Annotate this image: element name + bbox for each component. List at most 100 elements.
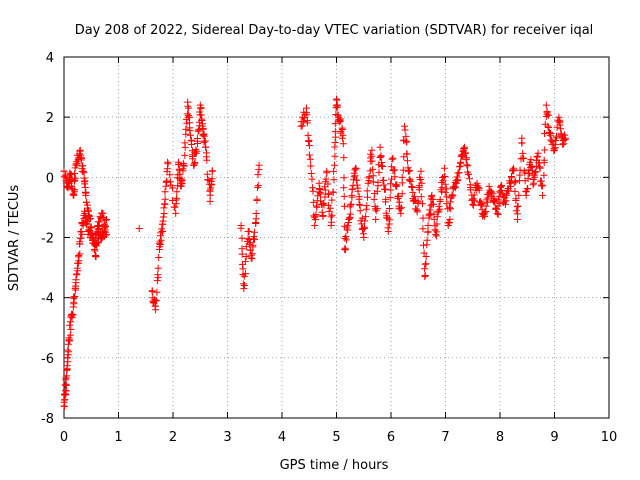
data-point: [470, 201, 477, 209]
data-point: [480, 211, 488, 219]
data-point: [370, 195, 378, 203]
data-point: [64, 348, 72, 356]
data-point: [403, 150, 411, 158]
data-point: [72, 174, 80, 182]
data-point: [478, 200, 486, 208]
data-point: [182, 125, 190, 133]
data-point: [422, 253, 430, 260]
data-point: [340, 202, 348, 210]
data-point: [247, 254, 255, 262]
data-point: [323, 169, 331, 177]
x-tick-label: 1: [114, 430, 122, 445]
data-point: [419, 225, 427, 233]
data-point: [539, 182, 547, 190]
data-point: [485, 182, 493, 190]
data-point: [305, 138, 313, 145]
data-point: [391, 166, 399, 174]
data-point: [327, 213, 335, 221]
data-point: [76, 150, 83, 158]
data-point: [369, 165, 377, 173]
data-point: [181, 139, 189, 147]
data-point: [307, 162, 315, 170]
data-point: [197, 111, 205, 119]
data-point: [511, 187, 519, 195]
data-point: [175, 161, 183, 169]
data-point: [99, 229, 107, 237]
data-point: [386, 216, 394, 224]
data-point: [198, 115, 206, 123]
data-point: [206, 197, 214, 205]
data-point: [156, 241, 164, 248]
data-point: [364, 193, 371, 201]
data-point: [198, 120, 206, 128]
data-point: [402, 137, 410, 145]
data-point: [555, 113, 563, 121]
data-point: [541, 146, 549, 154]
data-point: [433, 228, 441, 236]
data-point: [155, 254, 163, 261]
data-point: [66, 321, 74, 329]
data-point: [152, 306, 160, 314]
data-point: [339, 140, 347, 148]
data-point: [79, 162, 87, 170]
data-point: [530, 179, 538, 187]
data-point: [433, 220, 441, 228]
chart-title: Day 208 of 2022, Sidereal Day-to-day VTE…: [75, 23, 594, 38]
data-point: [254, 183, 261, 191]
data-point: [446, 215, 454, 223]
data-point: [376, 143, 384, 151]
data-point: [524, 185, 532, 193]
data-point: [505, 187, 513, 195]
data-point: [403, 138, 411, 146]
data-point: [421, 265, 429, 273]
data-point: [253, 195, 261, 203]
data-point: [90, 246, 98, 253]
data-point: [196, 108, 204, 116]
data-point: [308, 175, 316, 183]
data-point: [396, 198, 404, 206]
data-point: [436, 196, 444, 204]
data-point: [326, 204, 334, 212]
data-point: [242, 270, 249, 278]
data-point: [331, 161, 338, 169]
data-point: [340, 184, 348, 192]
data-point: [81, 177, 89, 185]
x-tick-label: 8: [496, 430, 504, 445]
data-point: [202, 143, 210, 151]
data-point: [510, 179, 518, 187]
data-point: [334, 111, 342, 119]
data-point: [304, 131, 312, 139]
data-point: [354, 184, 362, 192]
data-point: [251, 228, 258, 236]
data-point: [362, 205, 370, 213]
data-point: [429, 196, 437, 203]
data-point: [70, 191, 78, 199]
data-point: [461, 149, 469, 157]
data-point: [329, 188, 337, 196]
data-point: [338, 126, 346, 133]
data-point: [322, 175, 330, 183]
data-point: [72, 161, 80, 169]
data-point: [68, 310, 76, 318]
data-point: [448, 191, 456, 199]
data-point: [83, 221, 91, 229]
data-point: [328, 218, 336, 226]
data-point: [515, 191, 523, 199]
data-point: [460, 145, 468, 153]
data-point: [164, 160, 172, 168]
tick-layer: 0 1 2 3 4 5 6 7 8 9 10 -8 -6 -4 -2 0 2 4: [41, 51, 617, 445]
data-point: [398, 190, 406, 198]
data-point: [424, 228, 432, 236]
data-point: [498, 181, 506, 189]
data-point: [441, 180, 449, 188]
data-point: [77, 155, 85, 163]
data-point: [75, 253, 83, 261]
data-point: [368, 157, 376, 165]
data-point: [169, 184, 176, 192]
data-point: [556, 121, 564, 129]
data-point: [547, 130, 554, 137]
data-point: [254, 182, 262, 190]
data-point: [424, 222, 432, 229]
data-point: [551, 144, 559, 152]
